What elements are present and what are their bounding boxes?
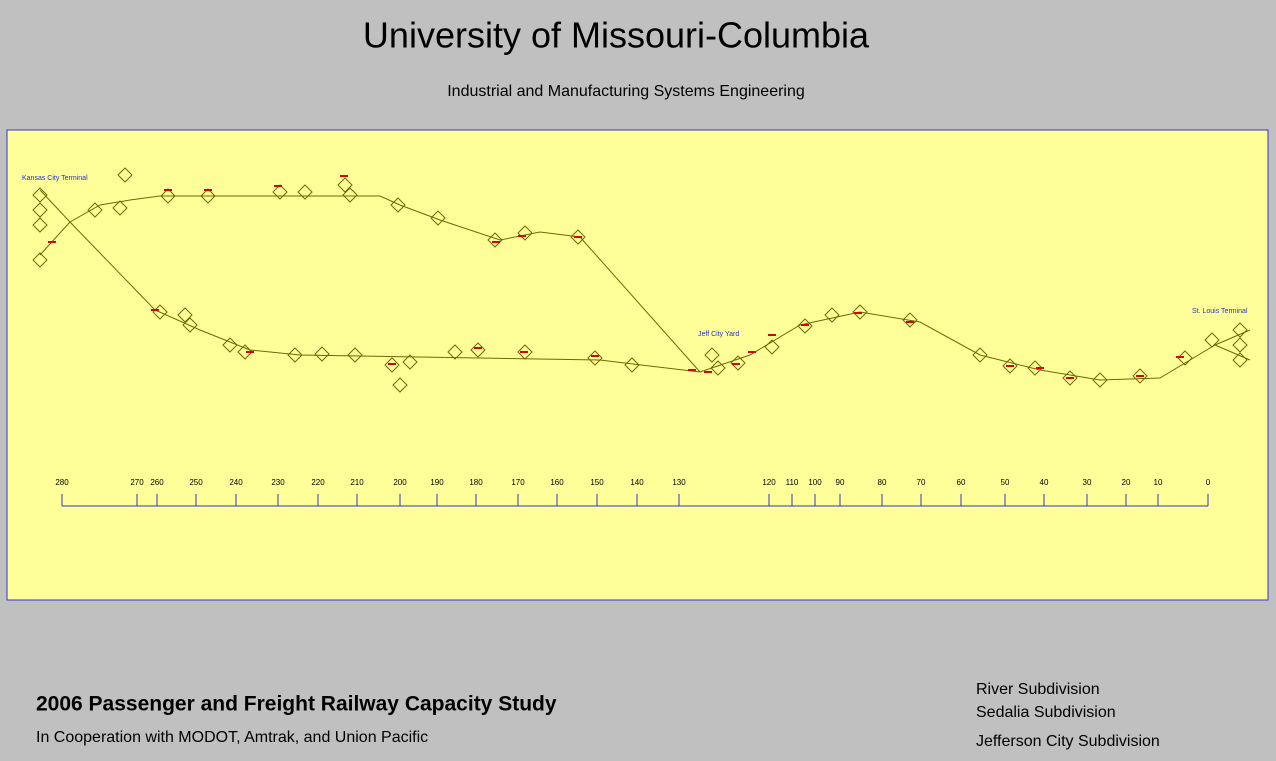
switch-diamond (32, 217, 48, 233)
scale-label: 180 (469, 478, 483, 487)
scale-label: 250 (189, 478, 203, 487)
switch-diamond (1177, 350, 1193, 366)
scale-label: 260 (150, 478, 164, 487)
scale-label: 160 (550, 478, 564, 487)
switch-diamond (1062, 370, 1078, 386)
switch-diamond (384, 357, 400, 373)
scale-label: 270 (130, 478, 144, 487)
switch-diamond (852, 304, 868, 320)
scale-label: 20 (1122, 478, 1131, 487)
switch-diamond (1232, 352, 1248, 368)
switch-diamond (470, 342, 486, 358)
switch-diamond (32, 187, 48, 203)
scale-label: 70 (917, 478, 926, 487)
scale-label: 280 (55, 478, 69, 487)
switch-diamond (764, 339, 780, 355)
study-title: 2006 Passenger and Freight Railway Capac… (36, 693, 557, 716)
subtitle: Industrial and Manufacturing Systems Eng… (447, 83, 805, 100)
scale-label: 140 (630, 478, 644, 487)
scale-label: 240 (229, 478, 243, 487)
switch-diamond (297, 184, 313, 200)
subdivision: Jefferson City Subdivision (976, 733, 1160, 750)
scale-label: 110 (786, 478, 799, 487)
switch-diamond (32, 202, 48, 218)
scale-label: 120 (762, 478, 776, 487)
switch-diamond (570, 229, 586, 245)
scale-label: 10 (1154, 478, 1163, 487)
network (32, 167, 1251, 393)
switch-diamond (272, 184, 288, 200)
switch-diamond (624, 357, 640, 373)
scale-label: 0 (1206, 478, 1211, 487)
scale-label: 100 (808, 478, 822, 487)
switch-diamond (1232, 322, 1248, 338)
switch-diamond (587, 350, 603, 366)
switch-diamond (287, 347, 303, 363)
scale-label: 150 (590, 478, 604, 487)
lower-route (69, 221, 1216, 381)
switch-diamond (704, 347, 720, 363)
scale-label: 200 (393, 478, 407, 487)
scale-label: 60 (957, 478, 966, 487)
switch-diamond (222, 337, 238, 353)
switch-diamond (112, 200, 128, 216)
switch-diamond (1132, 368, 1148, 384)
switch-diamond (177, 307, 193, 323)
switch-diamond (902, 312, 918, 328)
scale-label: 40 (1040, 478, 1049, 487)
scale-label: 130 (672, 478, 686, 487)
subdivision: Sedalia Subdivision (976, 704, 1116, 721)
switch-diamond (237, 344, 253, 360)
switch-diamond (797, 318, 813, 334)
switch-diamond (430, 210, 446, 226)
switch-diamond (342, 187, 358, 203)
scale-label: 80 (878, 478, 887, 487)
switch-diamond (730, 355, 746, 371)
title: University of Missouri-Columbia (363, 15, 870, 56)
switch-diamond (117, 167, 133, 183)
subdivision: River Subdivision (976, 681, 1100, 698)
switch-diamond (32, 252, 48, 268)
switch-diamond (1092, 372, 1108, 388)
scale-label: 190 (430, 478, 444, 487)
switch-diamond (390, 197, 406, 213)
switch-diamond (200, 188, 216, 204)
switch-diamond (517, 344, 533, 360)
terminal-label: St. Louis Terminal (1192, 308, 1248, 315)
switch-diamond (87, 202, 103, 218)
scale-label: 30 (1083, 478, 1092, 487)
switch-diamond (1204, 332, 1220, 348)
switch-diamond (392, 377, 408, 393)
branch (39, 189, 71, 256)
scale-label: 210 (350, 478, 364, 487)
switch-diamond (160, 188, 176, 204)
switch-diamond (517, 225, 533, 241)
scale-label: 90 (836, 478, 845, 487)
switch-diamond (314, 346, 330, 362)
switch-diamond (487, 232, 503, 248)
switch-diamond (1002, 358, 1018, 374)
switch-diamond (447, 344, 463, 360)
switch-diamond (1232, 337, 1248, 353)
scale-label: 230 (271, 478, 285, 487)
switch-diamond (824, 307, 840, 323)
switch-diamond (1027, 360, 1043, 376)
switch-diamond (972, 347, 988, 363)
scale-label: 170 (511, 478, 525, 487)
switch-diamond (347, 347, 363, 363)
scale-label: 50 (1001, 478, 1010, 487)
terminal-label: Jeff City Yard (698, 331, 739, 338)
cooperation: In Cooperation with MODOT, Amtrak, and U… (36, 729, 428, 746)
switch-diamond (402, 354, 418, 370)
switch-diamond (710, 360, 726, 376)
terminal-label: Kansas City Terminal (22, 175, 88, 182)
scale-label: 220 (311, 478, 325, 487)
switch-diamond (337, 177, 353, 193)
switch-diamond (182, 317, 198, 333)
